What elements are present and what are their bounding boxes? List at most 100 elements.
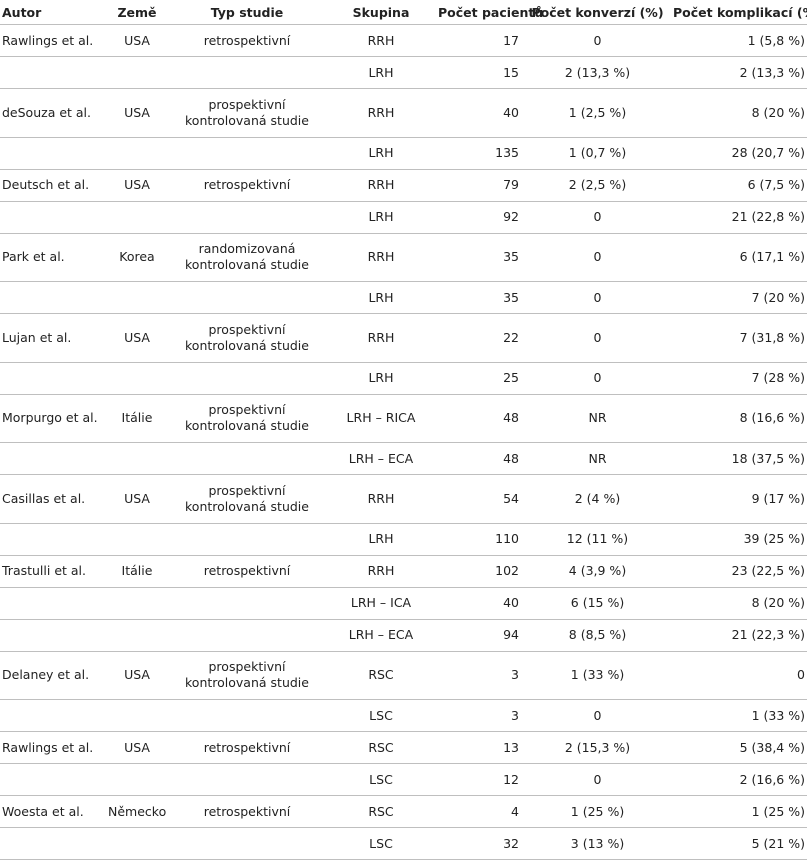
- header-country: Země: [106, 0, 168, 25]
- cell-complications: 8 (20 %): [671, 88, 807, 138]
- cell-country: USA: [106, 24, 168, 57]
- cell-study-type: [168, 201, 326, 234]
- cell-group: LRH – ECA: [326, 442, 436, 475]
- cell-group: LRH: [326, 137, 436, 170]
- cell-group: LSC: [326, 763, 436, 796]
- cell-patients: 4: [436, 795, 524, 828]
- cell-conversions: 1 (25 %): [524, 795, 671, 828]
- table-row: Deutsch et al. USA retrospektivní RRH 79 2 (2…: [0, 169, 807, 202]
- cell-study-type: [168, 281, 326, 314]
- cell-complications: 6 (17,1 %): [671, 233, 807, 282]
- cell-country: [106, 619, 168, 652]
- cell-conversions: NR: [524, 442, 671, 475]
- cell-author: [0, 281, 106, 314]
- cell-country: [106, 763, 168, 796]
- cell-country: [106, 201, 168, 234]
- cell-study-type: [168, 587, 326, 620]
- table-row: LRH 35 0 7 (20 %): [0, 281, 807, 314]
- table-row: LSC 3 0 1 (33 %): [0, 699, 807, 732]
- cell-country: Německo: [106, 795, 168, 828]
- cell-patients: 92: [436, 201, 524, 234]
- cell-group: RSC: [326, 731, 436, 764]
- table-row: Park et al. Korea randomizovaná kontrolova…: [0, 233, 807, 282]
- cell-group: LRH: [326, 362, 436, 395]
- cell-study-type: prospektivní kontrolovaná studie: [168, 474, 326, 524]
- table-row: LRH 135 1 (0,7 %) 28 (20,7 %): [0, 137, 807, 170]
- cell-group: RRH: [326, 88, 436, 138]
- table-row: LRH – ICA 40 6 (15 %) 8 (20 %): [0, 587, 807, 620]
- cell-complications: 18 (37,5 %): [671, 442, 807, 475]
- table-row: Lujan et al. USA prospektivní kontrolovaná…: [0, 313, 807, 363]
- cell-author: Trastulli et al.: [0, 555, 106, 588]
- cell-study-type: [168, 56, 326, 89]
- cell-group: LRH – RICA: [326, 394, 436, 443]
- cell-group: RRH: [326, 24, 436, 57]
- cell-study-type: randomizovaná kontrolovaná studie: [168, 233, 326, 282]
- cell-author: deSouza et al.: [0, 88, 106, 138]
- table-header: Autor Země Typ studie Skupina Počet paci…: [0, 0, 807, 25]
- cell-patients: 35: [436, 233, 524, 282]
- cell-conversions: 1 (0,7 %): [524, 137, 671, 170]
- cell-complications: 39 (25 %): [671, 523, 807, 556]
- cell-patients: 15: [436, 56, 524, 89]
- cell-complications: 7 (20 %): [671, 281, 807, 314]
- cell-patients: 40: [436, 587, 524, 620]
- header-row: Autor Země Typ studie Skupina Počet paci…: [0, 0, 807, 25]
- cell-country: Korea: [106, 233, 168, 282]
- table-row: Woesta et al. Německo retrospektivní RSC 4 1 …: [0, 795, 807, 828]
- cell-group: RRH: [326, 313, 436, 363]
- cell-study-type: prospektivní kontrolovaná studie: [168, 88, 326, 138]
- cell-conversions: 2 (13,3 %): [524, 56, 671, 89]
- cell-complications: 1 (33 %): [671, 699, 807, 732]
- cell-author: [0, 523, 106, 556]
- cell-group: RRH: [326, 233, 436, 282]
- cell-conversions: 3 (13 %): [524, 827, 671, 860]
- cell-author: Casillas et al.: [0, 474, 106, 524]
- cell-country: USA: [106, 651, 168, 700]
- cell-conversions: 0: [524, 362, 671, 395]
- cell-complications: 2 (13,3 %): [671, 56, 807, 89]
- cell-study-type: retrospektivní: [168, 169, 326, 202]
- cell-author: Lujan et al.: [0, 313, 106, 363]
- cell-complications: 5 (21 %): [671, 827, 807, 860]
- table-row: LRH – ECA 48 NR 18 (37,5 %): [0, 442, 807, 475]
- cell-author: Rawlings et al.: [0, 731, 106, 764]
- cell-country: USA: [106, 731, 168, 764]
- cell-patients: 102: [436, 555, 524, 588]
- cell-study-type: prospektivní kontrolovaná studie: [168, 651, 326, 700]
- cell-patients: 48: [436, 442, 524, 475]
- table-row: Morpurgo et al. Itálie prospektivní kontro…: [0, 394, 807, 443]
- header-study-type: Typ studie: [168, 0, 326, 25]
- cell-conversions: 0: [524, 233, 671, 282]
- cell-group: LRH: [326, 201, 436, 234]
- cell-author: [0, 362, 106, 395]
- cell-study-type: [168, 827, 326, 860]
- cell-country: [106, 523, 168, 556]
- cell-study-type: [168, 137, 326, 170]
- cell-study-type: retrospektivní: [168, 24, 326, 57]
- cell-author: Deutsch et al.: [0, 169, 106, 202]
- table-row: Rawlings et al. USA retrospektivní RSC 13 2 (…: [0, 731, 807, 764]
- cell-complications: 0: [671, 651, 807, 700]
- cell-country: Itálie: [106, 394, 168, 443]
- cell-author: [0, 587, 106, 620]
- cell-conversions: 0: [524, 699, 671, 732]
- cell-conversions: 12 (11 %): [524, 523, 671, 556]
- cell-country: [106, 281, 168, 314]
- cell-group: LSC: [326, 699, 436, 732]
- cell-group: RSC: [326, 651, 436, 700]
- header-patients: Počet pacientů: [436, 0, 543, 25]
- cell-study-type: prospektivní kontrolovaná studie: [168, 313, 326, 363]
- cell-study-type: retrospektivní: [168, 555, 326, 588]
- cell-conversions: 6 (15 %): [524, 587, 671, 620]
- cell-conversions: 0: [524, 24, 671, 57]
- cell-conversions: 2 (4 %): [524, 474, 671, 524]
- cell-country: [106, 587, 168, 620]
- cell-study-type: [168, 763, 326, 796]
- cell-conversions: 0: [524, 313, 671, 363]
- cell-complications: 6 (7,5 %): [671, 169, 807, 202]
- cell-author: [0, 201, 106, 234]
- cell-complications: 8 (20 %): [671, 587, 807, 620]
- header-complications: Počet komplikací (%): [671, 0, 807, 25]
- cell-country: [106, 56, 168, 89]
